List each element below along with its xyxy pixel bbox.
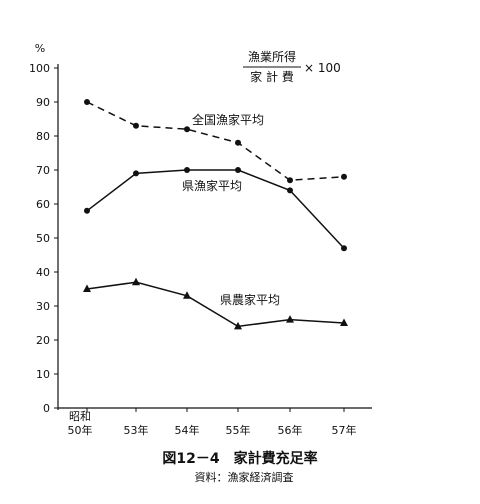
data-point-circle (184, 167, 190, 173)
x-tick-label: 55年 (226, 423, 251, 437)
formula-denominator: 家 計 費 (250, 69, 294, 84)
y-tick-label: 20 (36, 334, 50, 347)
data-point-circle (235, 167, 241, 173)
series-labels: 全国漁家平均 県漁家平均 県農家平均 (182, 112, 280, 307)
data-point-circle (287, 177, 293, 184)
y-tick-label: 50 (36, 232, 50, 245)
x-tick-label: 53年 (124, 423, 149, 437)
x-tick-label: 54年 (175, 423, 200, 437)
x-tick-label: 50年 (68, 423, 93, 437)
x-tick-label: 56年 (278, 423, 303, 437)
y-unit-label: % (35, 42, 45, 55)
series-line-1 (86, 169, 345, 249)
y-tick-label: 0 (43, 402, 50, 415)
series-group (83, 99, 348, 330)
x-ticks: 50年 53年 54年 55年 56年 57年 (68, 408, 357, 437)
data-point-triangle (234, 321, 242, 330)
data-point-circle (84, 99, 90, 105)
x-tick-era-label: 昭和 (69, 410, 91, 423)
series-line-2 (86, 281, 345, 328)
data-point-circle (341, 245, 347, 252)
data-point-triangle (340, 318, 348, 326)
y-tick-label: 40 (36, 266, 50, 279)
y-tick-label: 30 (36, 300, 50, 313)
data-point-circle (341, 173, 347, 180)
x-tick-label: 57年 (332, 423, 357, 437)
formula-numerator: 漁業所得 (248, 49, 296, 64)
y-tick-label: 100 (29, 62, 50, 75)
formula-multiplier: × 100 (304, 61, 341, 75)
axes (57, 64, 372, 410)
data-point-circle (235, 139, 241, 146)
data-point-triangle (286, 315, 294, 323)
data-point-circle (184, 126, 190, 133)
y-tick-label: 70 (36, 164, 50, 177)
series-line-0 (86, 101, 345, 181)
series-label-prefecture-fishing: 県漁家平均 (182, 178, 242, 193)
series-label-national-fishing: 全国漁家平均 (192, 112, 264, 127)
data-point-triangle (83, 284, 91, 292)
y-tick-label: 10 (36, 368, 50, 381)
data-point-triangle (132, 277, 140, 286)
y-tick-label: 80 (36, 130, 50, 143)
data-point-triangle (183, 291, 191, 299)
figure-source: 資料：漁家経済調査 (195, 470, 294, 484)
data-point-circle (133, 170, 139, 177)
data-point-circle (84, 207, 90, 214)
formula-annotation: 漁業所得 家 計 費 × 100 (243, 49, 341, 84)
y-tick-label: 60 (36, 198, 50, 211)
data-point-circle (133, 122, 139, 129)
y-tick-label: 90 (36, 96, 50, 109)
y-ticks: 0 10 20 30 40 50 60 70 80 90 100 (29, 62, 58, 415)
figure-title: 図12－4 家計費充足率 (162, 450, 317, 467)
series-label-prefecture-farming: 県農家平均 (220, 292, 280, 307)
data-point-circle (287, 187, 293, 194)
